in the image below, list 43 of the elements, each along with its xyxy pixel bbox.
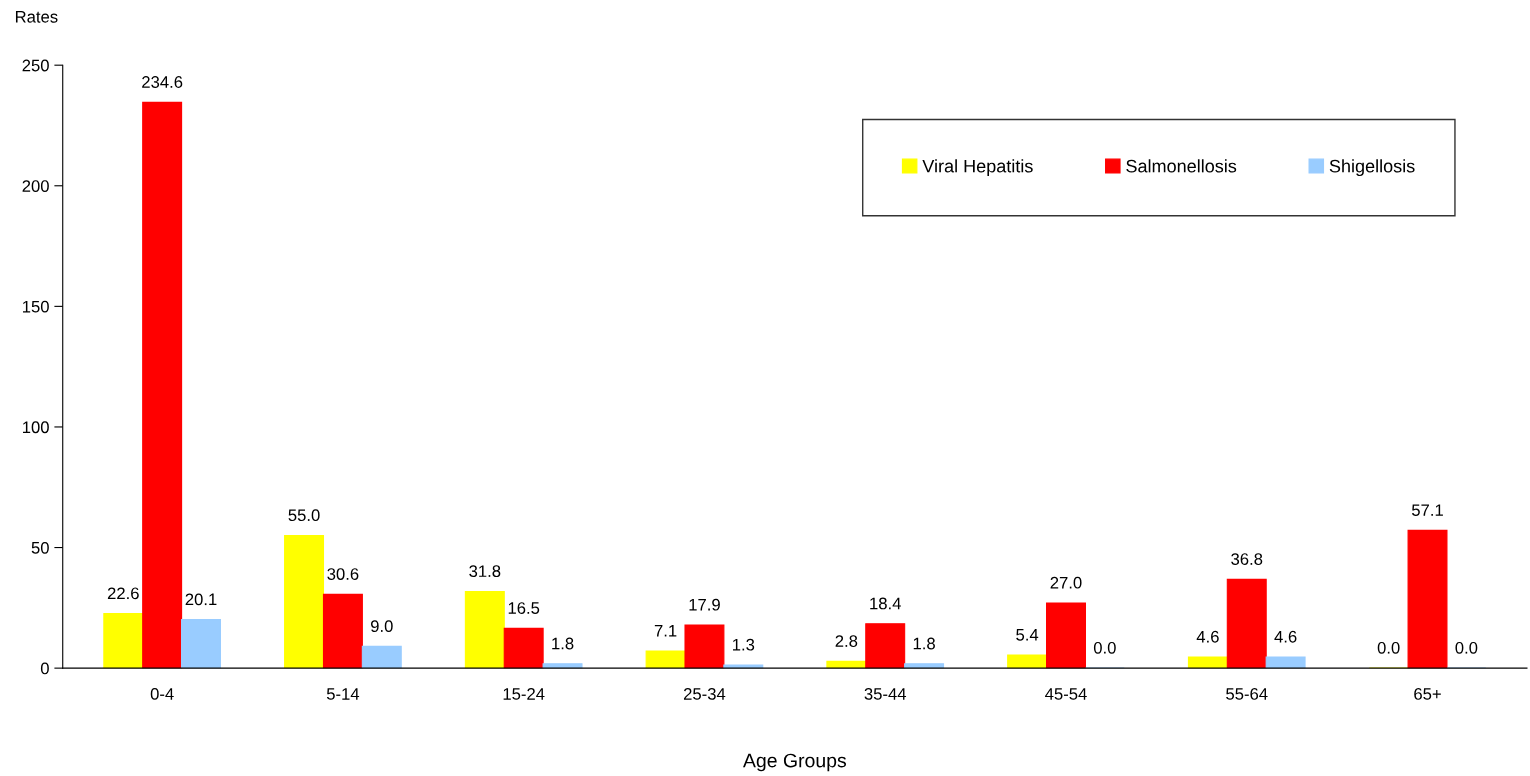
data-label: 9.0	[370, 620, 393, 633]
data-label: 36.8	[1231, 553, 1263, 565]
y-tick-label: 150	[23, 300, 49, 313]
data-label: 4.6	[1196, 630, 1219, 643]
data-label: 31.8	[469, 565, 501, 578]
data-label: 5.4	[1016, 629, 1039, 641]
x-tick-label: 65+	[1414, 688, 1441, 700]
data-label: 234.6	[142, 76, 183, 88]
x-tick-label: 0-4	[150, 688, 174, 700]
data-label: 0.0	[1377, 641, 1400, 654]
data-label: 55.0	[288, 509, 320, 522]
data-label: 57.1	[1411, 504, 1443, 517]
x-tick-label: 25-34	[683, 688, 726, 700]
y-tick-label: 100	[23, 421, 49, 434]
data-label: 27.0	[1050, 576, 1082, 589]
data-label: 17.9	[689, 598, 720, 611]
y-axis-title: Rates	[15, 11, 58, 23]
data-label: 4.6	[1274, 630, 1297, 643]
legend-label: Viral Hepatitis	[922, 159, 1033, 177]
x-tick-label: 35-44	[864, 688, 907, 700]
y-tick-label: 50	[31, 541, 49, 554]
data-label: 1.8	[913, 637, 935, 650]
data-label: 2.8	[835, 635, 858, 647]
data-label: 1.8	[552, 637, 574, 650]
data-label: 16.5	[508, 602, 540, 614]
data-label: 30.6	[327, 568, 359, 580]
data-label: 0.0	[1093, 641, 1116, 654]
x-tick-label: 5-14	[326, 688, 360, 700]
data-label: 22.6	[107, 587, 139, 600]
legend-label: Salmonellosis	[1126, 159, 1237, 173]
legend-label: Shigellosis	[1329, 159, 1415, 177]
x-axis-title: Age Groups	[743, 753, 847, 772]
data-label: 20.1	[185, 593, 217, 606]
y-tick-label: 250	[22, 59, 49, 72]
data-label: 7.1	[654, 624, 677, 637]
y-tick-label: 200	[22, 180, 49, 192]
y-tick-label: 0	[40, 662, 49, 675]
x-tick-label: 45-54	[1045, 688, 1087, 700]
data-label: 0.0	[1455, 641, 1478, 654]
x-tick-label: 55-64	[1226, 688, 1268, 700]
x-tick-label: 15-24	[503, 688, 545, 700]
data-label: 18.4	[870, 597, 901, 610]
data-label: 1.3	[733, 638, 755, 651]
